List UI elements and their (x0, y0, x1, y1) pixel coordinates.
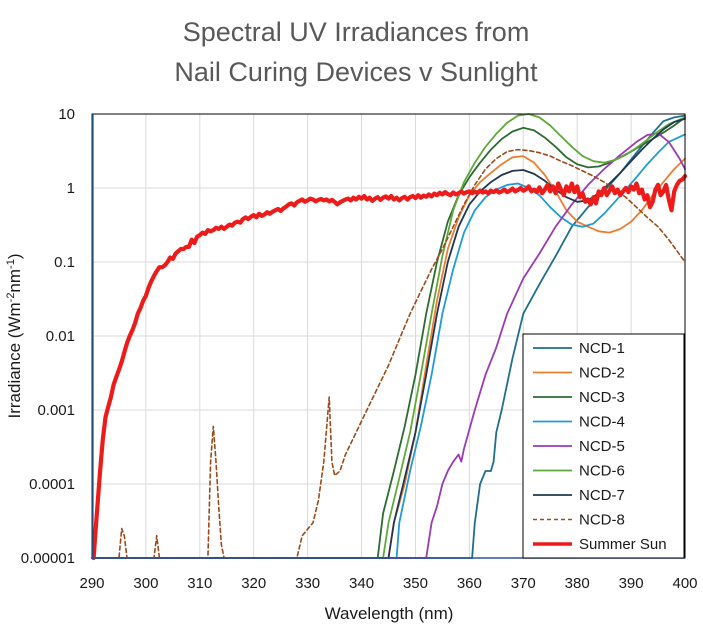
x-tick-label: 300 (133, 575, 158, 592)
y-axis-label-sup-1: -2 (5, 293, 17, 303)
y-axis-label: Irradiance (Wm-2nm-1) (5, 253, 24, 418)
x-tick-label: 380 (565, 575, 590, 592)
series-line-ncd-7 (91, 117, 686, 559)
chart-title-line-1: Spectral UV Irradiances from (183, 17, 530, 47)
y-tick-label: 0.001 (37, 402, 75, 419)
legend-label-ncd-3: NCD-3 (579, 389, 625, 406)
x-axis-label: Wavelength (nm) (325, 604, 454, 623)
legend-label-ncd-5: NCD-5 (579, 438, 625, 455)
y-axis-label-mid: nm (5, 269, 24, 293)
legend-label-ncd-1: NCD-1 (579, 340, 625, 357)
legend-label-summer-sun: Summer Sun (579, 536, 667, 553)
y-tick-label: 0.01 (46, 328, 75, 345)
x-tick-label: 400 (672, 575, 697, 592)
y-axis-label-main: Irradiance (Wm (5, 302, 24, 418)
legend-label-ncd-4: NCD-4 (579, 414, 625, 431)
x-tick-label: 320 (241, 575, 266, 592)
legend-label-ncd-6: NCD-6 (579, 463, 625, 480)
series-line-summer-sun (91, 174, 688, 561)
y-tick-label: 0.1 (54, 254, 75, 271)
x-tick-label: 390 (619, 575, 644, 592)
legend-label-ncd-2: NCD-2 (579, 365, 625, 382)
x-tick-label: 310 (187, 575, 212, 592)
chart-title-line-2: Nail Curing Devices v Sunlight (174, 57, 538, 87)
x-tick-label: 290 (79, 575, 104, 592)
y-tick-label: 10 (58, 106, 75, 123)
series-line-ncd-6 (91, 113, 686, 559)
y-axis-label-end: ) (5, 253, 24, 259)
legend: NCD-1 NCD-2 NCD-3 NCD-4 NCD-5 NCD-6 NCD-7 NCD-8… (522, 333, 685, 559)
x-tick-label: 350 (403, 575, 428, 592)
series-line-ncd-8 (91, 148, 686, 559)
y-tick-label: 0.0001 (29, 476, 75, 493)
series-line-ncd-5 (91, 132, 686, 559)
y-axis-label-sup-2: -1 (5, 259, 17, 269)
y-tick-label: 1 (67, 180, 75, 197)
legend-label-ncd-7: NCD-7 (579, 487, 625, 504)
y-tick-label: 0.00001 (21, 550, 75, 567)
x-tick-label: 330 (295, 575, 320, 592)
x-tick-label: 360 (457, 575, 482, 592)
series-layer (91, 113, 688, 561)
x-tick-label: 340 (349, 575, 374, 592)
series-line-ncd-2 (91, 155, 686, 559)
x-tick-label: 370 (511, 575, 536, 592)
tick-labels: 290 300 310 320 330 340 350 360 370 380 390 400 10 1 0… (21, 106, 698, 592)
legend-label-ncd-8: NCD-8 (579, 512, 625, 529)
